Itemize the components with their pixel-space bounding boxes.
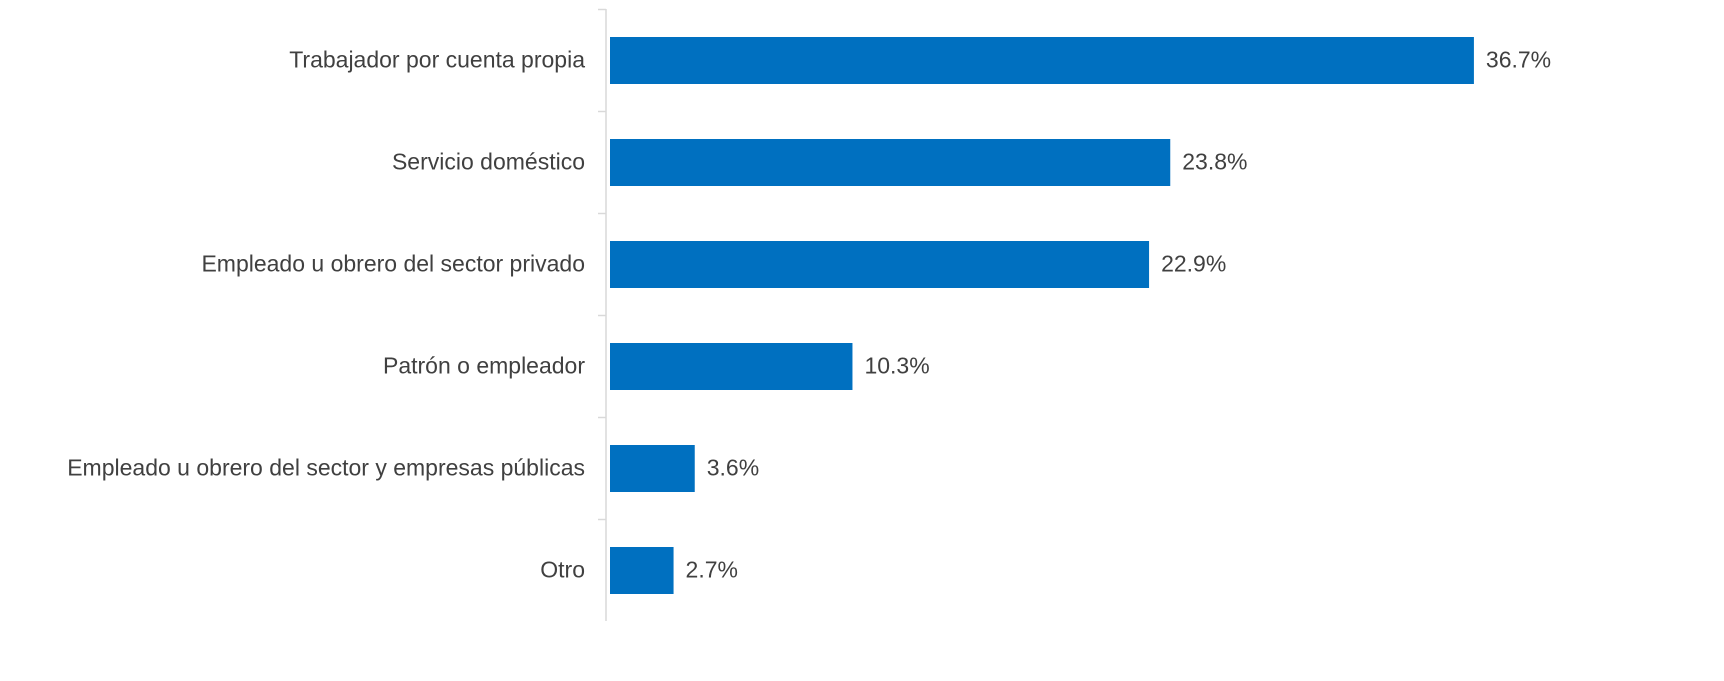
bar <box>610 445 695 492</box>
value-label: 23.8% <box>1182 149 1247 175</box>
value-label: 10.3% <box>864 353 929 379</box>
bar <box>610 547 674 594</box>
bar <box>610 139 1171 186</box>
value-label: 36.7% <box>1486 47 1551 73</box>
category-label: Empleado u obrero del sector y empresas … <box>67 455 585 481</box>
value-label: 2.7% <box>686 557 738 583</box>
category-label: Servicio doméstico <box>392 149 585 175</box>
bar <box>610 241 1150 288</box>
category-label: Patrón o empleador <box>383 353 585 379</box>
value-label: 22.9% <box>1161 251 1226 277</box>
category-label: Trabajador por cuenta propia <box>289 47 585 73</box>
category-label: Otro <box>540 557 585 583</box>
bar <box>610 343 853 390</box>
category-label: Empleado u obrero del sector privado <box>201 251 585 277</box>
value-label: 3.6% <box>707 455 759 481</box>
bar <box>610 37 1474 84</box>
